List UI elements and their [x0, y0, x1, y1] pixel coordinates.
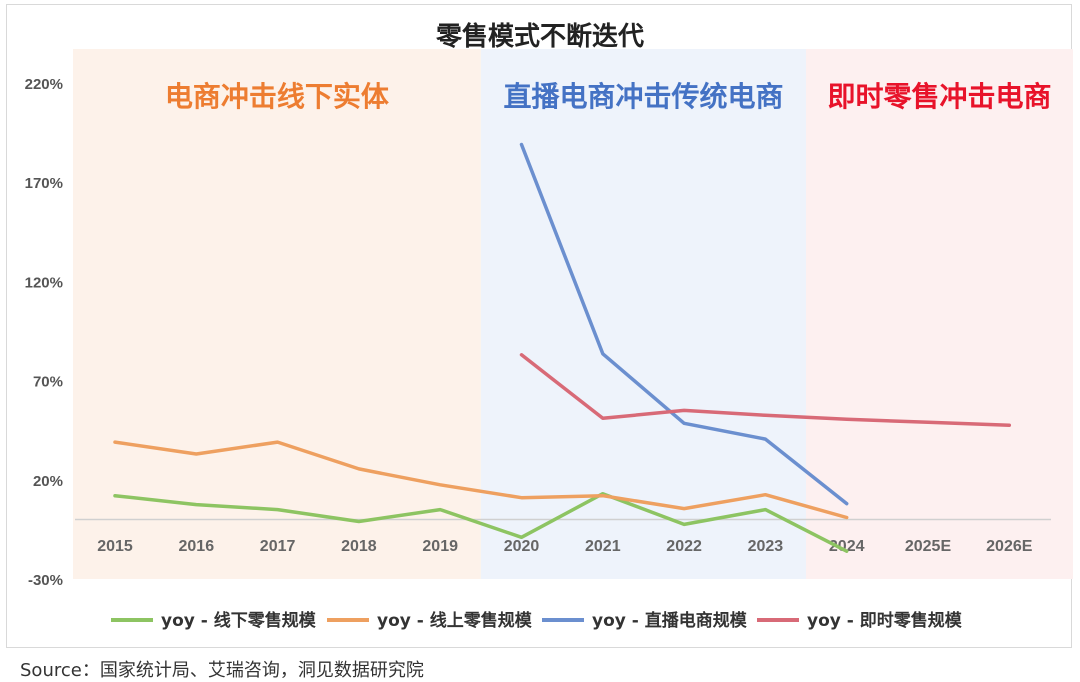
y-tick-label: -30%: [28, 572, 63, 589]
series-line-1: [113, 491, 849, 553]
x-tick-label: 2018: [341, 538, 377, 555]
x-tick-label: 2020: [504, 538, 540, 555]
x-tick-label: 2022: [666, 538, 702, 555]
series-line-3: [519, 142, 849, 506]
y-tick-label: 20%: [33, 473, 63, 490]
chart-frame: 电商冲击线下实体 直播电商冲击传统电商 即时零售冲击电商 零售模式不断迭代 220% 17…: [6, 4, 1073, 648]
x-tick-label: 2019: [422, 538, 458, 555]
legend-label-2: yoy - 线上零售规模: [377, 610, 533, 631]
series-line-2: [113, 440, 849, 520]
retail-chart: 电商冲击线下实体 直播电商冲击传统电商 即时零售冲击电商 零售模式不断迭代 220% 17…: [25, 21, 1073, 631]
y-tick-label: 220%: [25, 76, 63, 93]
x-tick-label: 2021: [585, 538, 621, 555]
zone-label-1: 电商冲击线下实体: [165, 80, 390, 113]
y-tick-label: 120%: [25, 274, 63, 291]
legend-label-1: yoy - 线下零售规模: [161, 610, 317, 631]
source-note: Source：国家统计局、艾瑞咨询，洞见数据研究院: [20, 660, 424, 681]
x-tick-label: 2025E: [905, 538, 952, 555]
x-tick-label: 2026E: [986, 538, 1033, 555]
zone-label-2: 直播电商冲击传统电商: [503, 80, 783, 113]
x-tick-label: 2016: [179, 538, 215, 555]
x-tick-label: 2023: [748, 538, 784, 555]
y-tick-label: 170%: [25, 175, 63, 192]
zone-3: [806, 49, 1073, 579]
x-tick-label: 2024: [829, 538, 865, 555]
y-tick-label: 70%: [33, 374, 63, 391]
legend-label-3: yoy - 直播电商规模: [592, 610, 748, 631]
x-tick-label: 2015: [97, 538, 133, 555]
x-tick-label: 2017: [260, 538, 296, 555]
zone-1: [73, 49, 481, 579]
zone-label-3: 即时零售冲击电商: [828, 80, 1052, 113]
chart-title: 零售模式不断迭代: [436, 21, 644, 52]
series-line-4: [519, 353, 1012, 427]
legend-label-4: yoy - 即时零售规模: [807, 610, 963, 631]
zone-2: [480, 49, 807, 579]
